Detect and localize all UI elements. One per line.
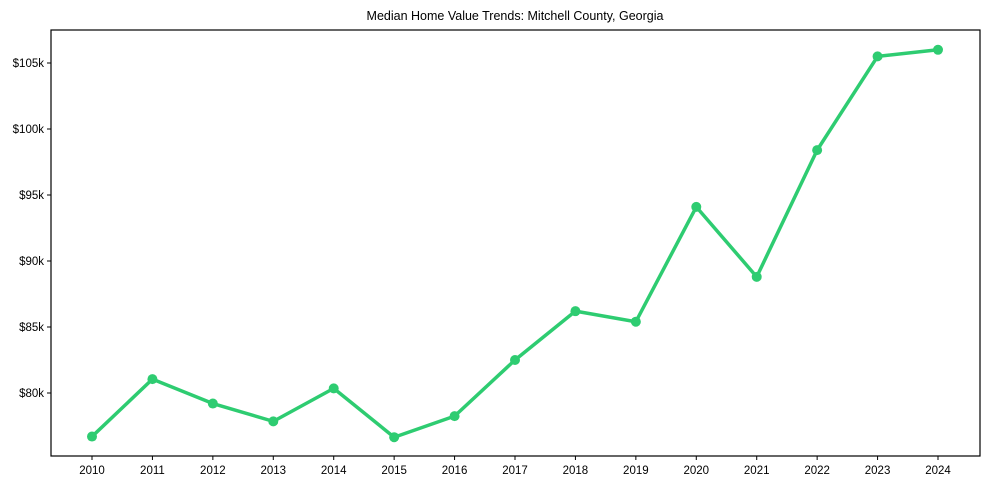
x-tick-label: 2012: [200, 465, 226, 477]
plot-border: [50, 29, 981, 457]
x-tick-label: 2015: [381, 465, 407, 477]
x-tick-label: 2024: [925, 465, 951, 477]
data-point-marker: [389, 432, 400, 443]
data-point-marker: [87, 431, 97, 442]
plot-area: [50, 29, 981, 457]
y-tick-label: $80k: [19, 388, 44, 400]
y-tick-label: $95k: [19, 190, 44, 202]
y-tick-label: $90k: [19, 256, 44, 268]
series-line: [90, 48, 939, 439]
x-tick-label: 2017: [502, 465, 528, 477]
data-point-marker: [691, 201, 702, 212]
data-point-marker: [570, 306, 581, 317]
x-tick-label: 2013: [260, 465, 286, 477]
data-point-marker: [449, 411, 460, 422]
data-point-marker: [751, 271, 762, 282]
x-tick-label: 2019: [623, 465, 649, 477]
data-point-marker: [812, 145, 823, 156]
x-tick-label: 2021: [744, 465, 770, 477]
data-point-marker: [147, 374, 158, 385]
y-tick-label: $100k: [13, 124, 45, 136]
x-tick-label: 2018: [563, 465, 589, 477]
data-point-marker: [933, 44, 943, 55]
y-tick-label: $85k: [19, 322, 44, 334]
data-point-marker: [328, 383, 339, 394]
x-tick-label: 2022: [804, 465, 830, 477]
data-point-marker: [268, 416, 279, 427]
y-axis: $80k $85k $90k $95k $100k $105k: [13, 58, 51, 400]
data-point-marker: [207, 398, 218, 409]
data-point-marker: [510, 355, 520, 365]
x-tick-label: 2016: [442, 465, 468, 477]
y-tick-label: $105k: [13, 58, 45, 70]
x-tick-label: 2014: [321, 465, 347, 477]
data-point-marker: [630, 316, 641, 327]
data-series: [87, 44, 943, 443]
x-tick-label: 2010: [79, 465, 105, 477]
x-tick-label: 2020: [683, 465, 709, 477]
chart-title: Median Home Value Trends: Mitchell Count…: [366, 9, 664, 23]
data-point-marker: [872, 51, 883, 62]
x-tick-label: 2023: [865, 465, 891, 477]
x-axis: 2010 2011 2012 2013 2014 2015 2016 2017 2018 2019…: [79, 456, 951, 477]
x-tick-label: 2011: [140, 465, 165, 477]
